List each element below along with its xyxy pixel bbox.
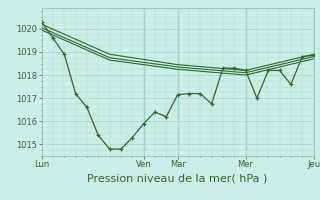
X-axis label: Pression niveau de la mer( hPa ): Pression niveau de la mer( hPa ) [87,173,268,183]
